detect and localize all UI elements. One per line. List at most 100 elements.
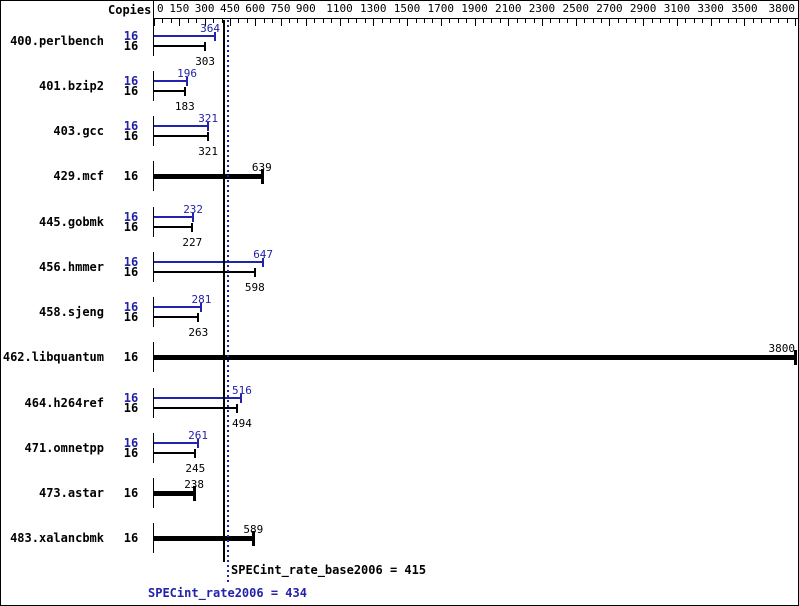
x-axis-tick [390,19,392,23]
peak-bar-end-tick [200,303,203,312]
x-axis-tick-label: 2900 [629,2,657,15]
base-bar [154,451,196,454]
x-axis-tick [693,19,695,23]
zero-axis-segment [153,25,154,56]
base-value-label: 321 [198,145,219,158]
copies-count-label: 16 [123,83,139,98]
peak-value-label: 281 [191,293,212,306]
x-axis-tick [491,19,493,23]
x-axis-tick [466,19,468,23]
base-bar-end-tick [253,267,256,277]
x-axis-tick [297,19,299,23]
x-axis-tick [769,19,771,23]
copies-count-label: 16 [123,486,139,500]
zero-axis-segment [153,342,154,373]
base-value-label: 183 [174,99,195,113]
copies-count-label: 16 [123,435,139,450]
x-axis-tick [508,19,510,26]
copies-column-header: Copies [108,3,152,17]
x-axis-tick [339,19,341,26]
zero-axis-segment [153,161,154,192]
benchmark-name-label: 403.gcc [53,124,104,138]
peak-bar-end-tick [192,212,195,222]
peak-bar-end-tick [197,438,199,448]
base-value-label: 589 [243,523,264,537]
x-axis-tick [348,19,349,23]
benchmark-name-label: 473.astar [38,486,104,500]
x-axis-tick [221,19,223,23]
x-axis-tick [685,19,687,23]
copies-count-label: 16 [123,254,139,269]
base-bar [154,225,193,228]
peak-value-label: 232 [183,202,204,216]
x-axis-tick [702,19,704,23]
x-axis-tick [558,19,560,23]
x-axis-tick [154,19,155,26]
base-bar [154,89,185,92]
x-axis-tick [280,19,282,26]
x-axis-tick [617,19,619,23]
copies-count-label: 16 [123,169,139,184]
peak-value-label: 321 [198,112,219,125]
x-axis-tick [440,19,442,26]
x-axis-tick [626,19,628,23]
x-axis-tick [736,19,737,23]
zero-axis-segment [153,387,154,418]
peak-mean-reference-line [227,20,229,584]
base-mean-reference-line [223,20,225,562]
x-axis-tick [668,19,670,23]
base-bar-end-tick [252,531,256,547]
peak-bar [154,125,209,127]
copies-count-label: 16 [123,28,139,43]
peak-bar [154,441,198,444]
peak-value-label: 196 [177,66,197,80]
x-axis-tick [727,19,729,23]
x-axis-tick [314,19,316,23]
x-axis-tick [719,19,721,23]
x-axis-tick [542,19,543,26]
copies-count-label: 16 [123,73,139,88]
base-value-label: 227 [182,235,203,249]
copies-count-label: 16 [123,300,139,314]
base-bar [154,491,195,496]
copies-count-label: 16 [123,310,139,324]
base-summary-label: SPECint_rate_base2006 = 415 [231,563,427,577]
base-bar-end-tick [236,403,239,413]
base-value-label: 3800 [768,342,796,356]
copies-count-label: 16 [123,209,139,224]
x-axis-tick [643,19,645,26]
copies-count-label: 16 [123,38,139,53]
x-axis-tick [761,19,763,23]
x-axis-tick-label: 2300 [528,2,556,15]
x-axis-tick-label: 3100 [663,2,691,15]
zero-axis-segment [153,297,154,327]
base-bar-end-tick [197,313,200,322]
base-bar [154,270,255,273]
base-bar [154,536,254,542]
x-axis-tick-label: 1500 [393,2,421,15]
base-value-label: 238 [184,478,205,491]
x-axis-tick-label: 150 [169,2,190,15]
header-separator-line [153,1,154,26]
base-bar [154,174,262,180]
benchmark-name-label: 456.hmmer [38,259,104,274]
peak-bar [154,34,216,37]
x-axis-tick [567,19,569,23]
x-axis-tick-label: 900 [295,2,316,15]
zero-axis-segment [153,251,154,282]
x-axis-tick [196,19,198,23]
x-axis-tick [651,19,653,23]
peak-bar-end-tick [207,122,210,131]
x-axis-tick [584,19,586,23]
x-axis-tick [204,19,206,26]
zero-axis-segment [153,70,154,101]
base-bar [154,406,238,409]
x-axis-tick [609,19,611,26]
base-bar-end-tick [191,222,194,232]
peak-bar-end-tick [186,76,189,86]
base-bar-end-tick [794,350,797,366]
base-bar [154,355,795,361]
benchmark-name-label: 401.bzip2 [38,78,104,93]
peak-value-label: 364 [200,21,220,35]
x-axis-tick [744,19,746,26]
